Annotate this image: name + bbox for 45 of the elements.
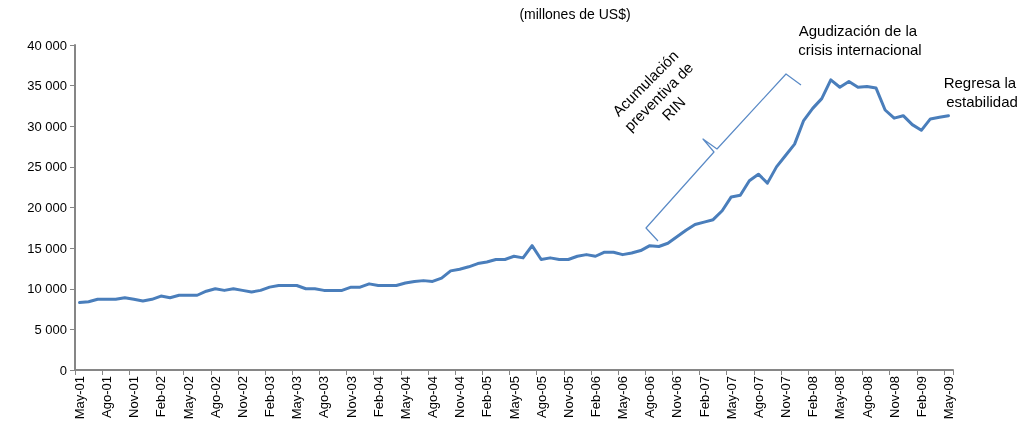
- x-tick-label: May-06: [615, 376, 631, 420]
- y-tick-label: 15 000: [27, 240, 67, 256]
- x-tick-label: Ago-06: [642, 376, 658, 418]
- x-tick-label: Nov-01: [126, 376, 142, 418]
- y-tick-label: 20 000: [27, 200, 67, 215]
- annotation: Regresa la estabilidad: [943, 74, 1021, 110]
- x-tick-label: Ago-04: [425, 376, 441, 418]
- x-tick-label: May-02: [180, 376, 196, 420]
- x-tick-label: Nov-08: [886, 376, 902, 418]
- x-tick-label: Nov-05: [560, 376, 576, 418]
- x-tick-label: Nov-04: [452, 376, 468, 418]
- x-tick-label: May-04: [397, 376, 413, 420]
- x-tick-label: Nov-03: [343, 376, 359, 418]
- x-tick-label: Ago-07: [750, 376, 766, 418]
- x-tick-label: Feb-05: [479, 376, 495, 418]
- x-tick-label: May-07: [723, 376, 739, 420]
- x-tick-label: Feb-03: [262, 376, 278, 418]
- x-tick-label: Ago-02: [207, 376, 223, 418]
- x-tick-label: May-09: [940, 376, 956, 420]
- y-tick-label: 5 000: [34, 321, 67, 337]
- x-tick-label: Feb-04: [370, 376, 386, 418]
- y-tick-label: 25 000: [27, 159, 67, 175]
- x-tick-label: Feb-02: [153, 376, 169, 418]
- x-tick-label: Nov-02: [234, 376, 250, 418]
- x-tick-label: May-01: [72, 376, 88, 420]
- chart-title: (millones de US$): [519, 6, 631, 22]
- x-tick-label: May-05: [506, 376, 522, 420]
- x-tick-label: Ago-01: [99, 376, 115, 418]
- y-tick-label: 0: [59, 362, 67, 378]
- x-tick-label: Feb-09: [913, 376, 929, 418]
- x-tick-label: Ago-05: [533, 376, 549, 418]
- x-tick-label: Feb-08: [805, 376, 821, 418]
- y-tick-label: 40 000: [27, 37, 67, 53]
- y-tick-label: 10 000: [27, 281, 67, 297]
- x-tick-label: May-08: [832, 376, 848, 420]
- x-tick-label: Nov-06: [669, 376, 685, 418]
- x-tick-label: Feb-06: [587, 376, 603, 418]
- x-tick-label: May-03: [289, 376, 305, 420]
- x-tick-label: Feb-07: [696, 376, 712, 418]
- x-tick-label: Ago-08: [859, 376, 875, 418]
- y-tick-label: 35 000: [27, 78, 67, 94]
- y-tick-label: 30 000: [27, 118, 67, 134]
- annotation: Agudización de la crisis internacional: [798, 22, 922, 58]
- x-tick-label: Ago-03: [316, 376, 332, 418]
- x-tick-label: Nov-07: [778, 376, 794, 418]
